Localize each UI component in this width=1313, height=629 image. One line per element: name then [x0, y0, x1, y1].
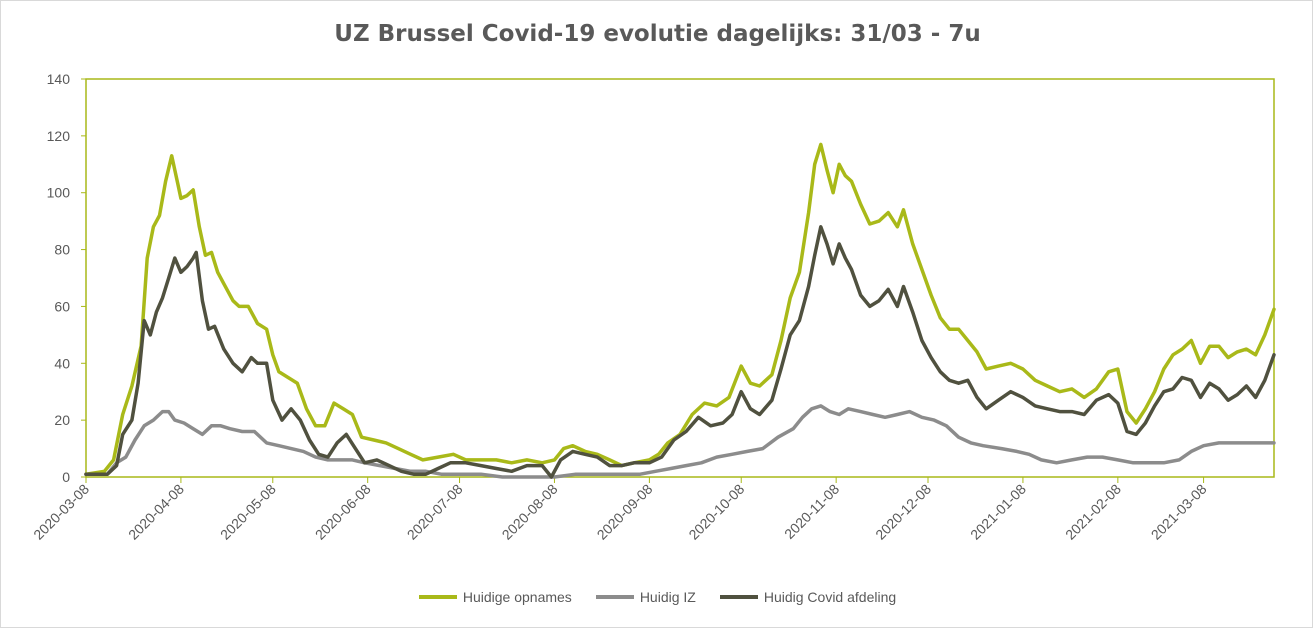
x-tick-label-5: 2020-08-08 — [499, 481, 561, 543]
legend-item-iz: Huidig IZ — [595, 589, 696, 605]
x-tick-label-10: 2021-01-08 — [967, 481, 1029, 543]
legend-item-afdeling: Huidig Covid afdeling — [719, 589, 897, 605]
x-tick-label-4: 2020-07-08 — [404, 481, 466, 543]
legend-item-opnames: Huidige opnames — [418, 589, 572, 605]
legend-label-iz: Huidig IZ — [639, 589, 696, 605]
x-tick-label-3: 2020-06-08 — [312, 481, 374, 543]
legend-label-opnames: Huidige opnames — [462, 589, 572, 605]
legend-swatch-afdeling — [719, 595, 758, 599]
x-tick-label-7: 2020-10-08 — [685, 481, 747, 543]
legend-swatch-iz — [595, 595, 634, 599]
x-tick-label-8: 2020-11-08 — [781, 481, 842, 542]
series-line-opnames — [84, 142, 1276, 476]
y-tick-label-1: 20 — [54, 412, 70, 428]
legend-label-afdeling: Huidig Covid afdeling — [763, 589, 897, 605]
x-tick-label-6: 2020-09-08 — [594, 481, 656, 543]
legend: Huidige opnames Huidig IZ Huidig Covid a… — [1, 589, 1313, 605]
y-tick-label-6: 120 — [47, 128, 71, 144]
y-tick-label-7: 140 — [47, 71, 71, 87]
y-tick-label-0: 0 — [62, 469, 70, 485]
legend-swatch-opnames — [418, 595, 457, 599]
y-tick-label-5: 100 — [47, 185, 71, 201]
y-tick-label-2: 40 — [54, 355, 70, 371]
x-tick-label-1: 2020-04-08 — [125, 481, 187, 543]
series-line-iz — [84, 404, 1276, 479]
y-tick-label-4: 80 — [54, 242, 70, 258]
x-tick-label-2: 2020-05-08 — [217, 481, 279, 543]
chart-title: UZ Brussel Covid-19 evolutie dagelijks: … — [334, 21, 981, 47]
plot-area-border — [85, 78, 1275, 478]
y-tick-label-3: 60 — [54, 298, 70, 314]
x-tick-label-12: 2021-03-08 — [1148, 481, 1210, 543]
x-tick-label-0: 2020-03-08 — [30, 481, 92, 543]
series-line-afdeling — [84, 225, 1276, 479]
x-tick-label-11: 2021-02-08 — [1062, 481, 1124, 543]
x-tick-label-9: 2020-12-08 — [872, 481, 934, 543]
